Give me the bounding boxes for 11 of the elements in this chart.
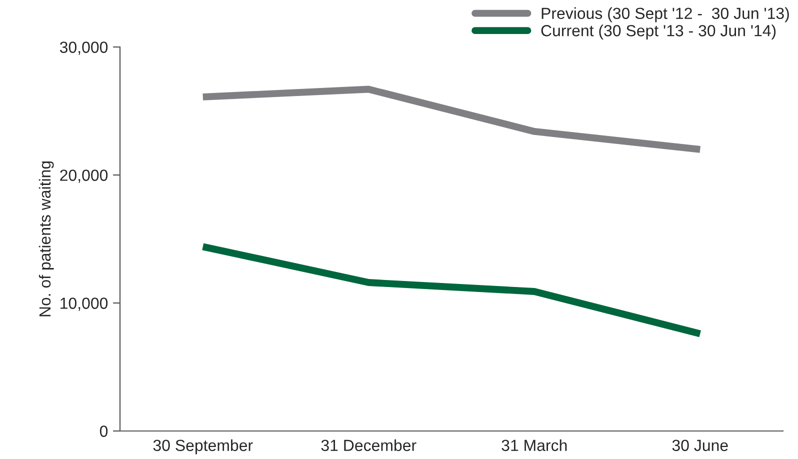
y-tick-label: 30,000 (60, 42, 108, 55)
y-tick-label: 10,000 (60, 298, 108, 311)
legend-label: Previous (30 Sept '12 - 30 Jun '13) (542, 7, 789, 22)
x-tick-label: 31 December (321, 439, 416, 452)
y-axis-title: No. of patients waiting (38, 161, 54, 316)
y-tick-label: 20,000 (60, 170, 108, 183)
x-tick-label: 30 September (153, 439, 253, 454)
x-tick-label: 31 March (502, 439, 567, 452)
y-tick-label: 0 (100, 426, 108, 437)
legend-label: Current (30 Sept '13 - 30 Jun '14) (541, 24, 776, 40)
x-tick-label: 30 June (672, 440, 728, 452)
